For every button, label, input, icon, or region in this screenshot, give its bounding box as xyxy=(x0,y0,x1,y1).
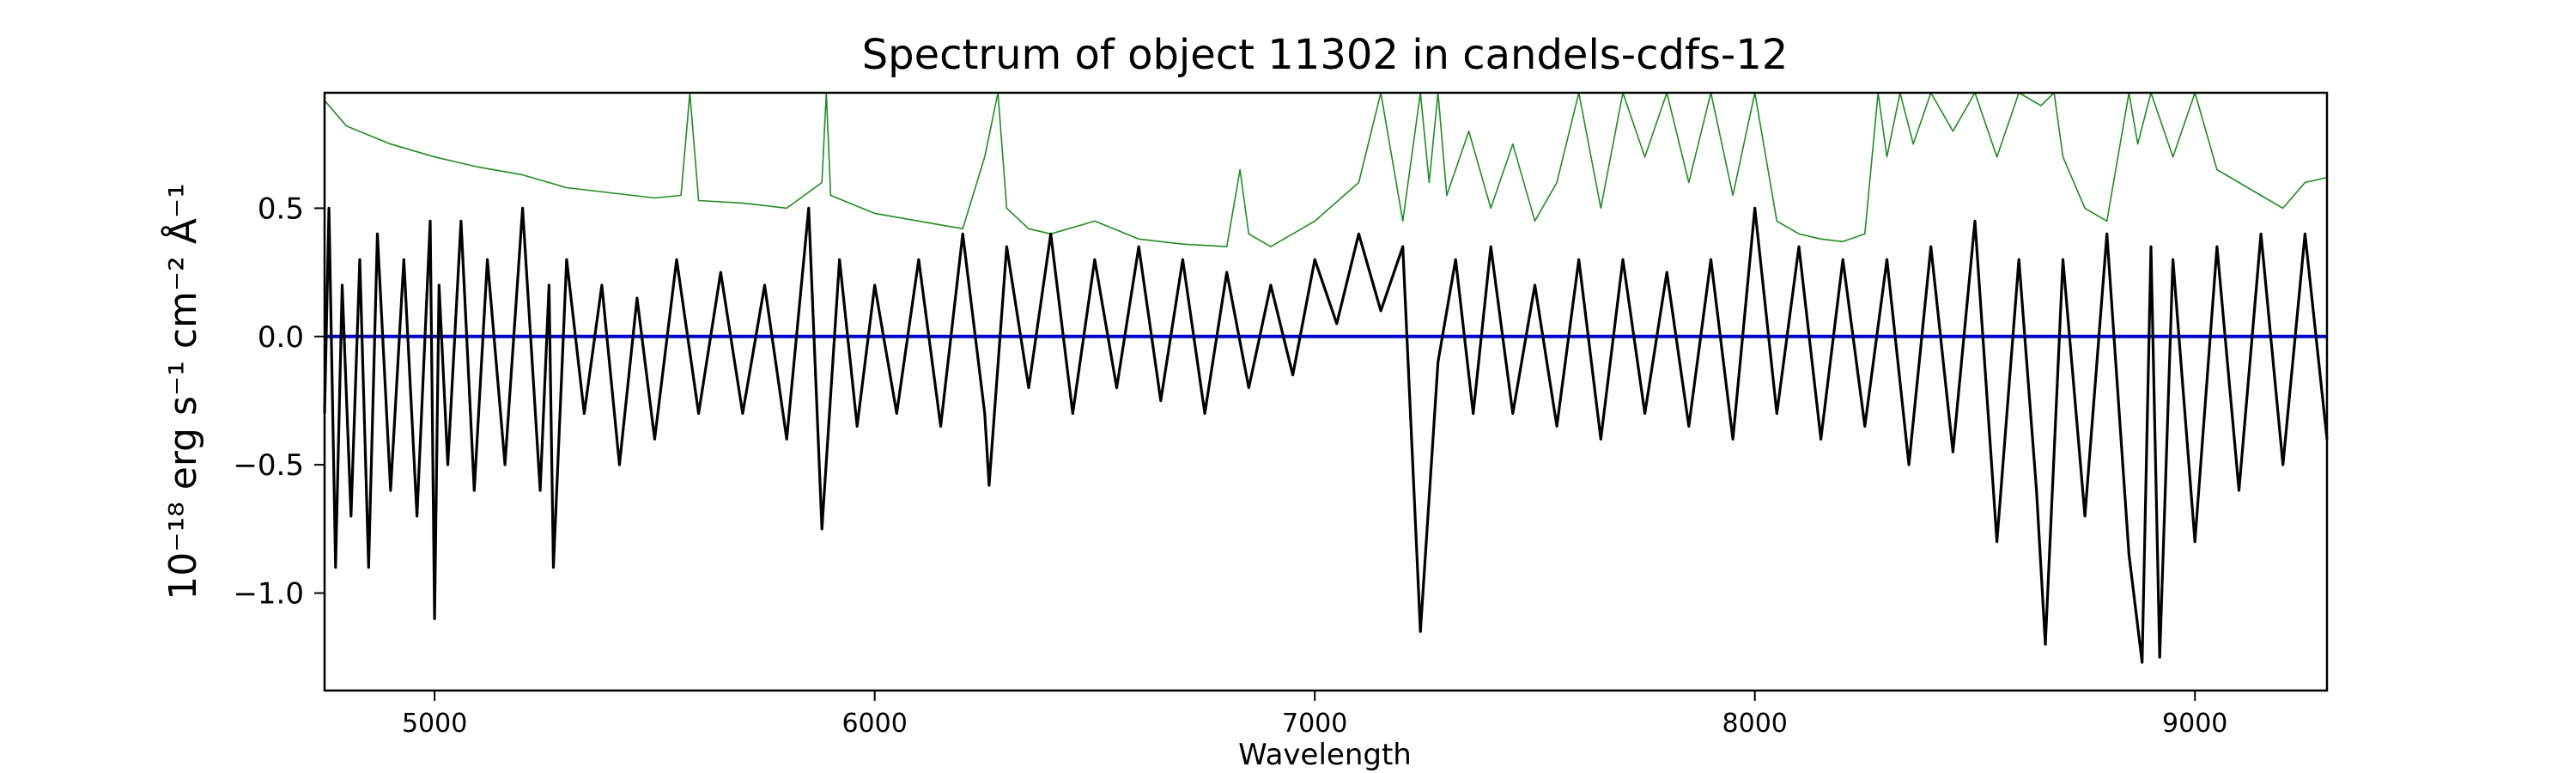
x-tick-label: 9000 xyxy=(2162,709,2227,739)
y-axis-label: 10⁻¹⁸ erg s⁻¹ cm⁻² Å⁻¹ xyxy=(160,183,205,600)
y-tick-label: 0.5 xyxy=(258,192,304,226)
flux-line xyxy=(323,206,2329,664)
plot-area xyxy=(323,92,2329,664)
x-tick-label: 8000 xyxy=(1722,709,1788,739)
x-axis: 5000 6000 7000 8000 9000 xyxy=(402,691,2227,739)
x-tick-label: 5000 xyxy=(402,709,467,739)
x-tick-label: 7000 xyxy=(1282,709,1347,739)
contamination-line xyxy=(324,92,2328,248)
y-tick-label: −0.5 xyxy=(233,448,304,483)
plot-frame xyxy=(323,91,2329,692)
x-tick-label: 6000 xyxy=(841,709,907,739)
y-axis: −1.0 −0.5 0.0 0.5 xyxy=(233,192,325,611)
chart-title: Spectrum of object 11302 in candels-cdfs… xyxy=(862,31,1789,79)
y-tick-label: 0.0 xyxy=(258,320,304,355)
y-tick-label: −1.0 xyxy=(233,576,304,611)
x-axis-label: Wavelength xyxy=(1238,738,1412,772)
